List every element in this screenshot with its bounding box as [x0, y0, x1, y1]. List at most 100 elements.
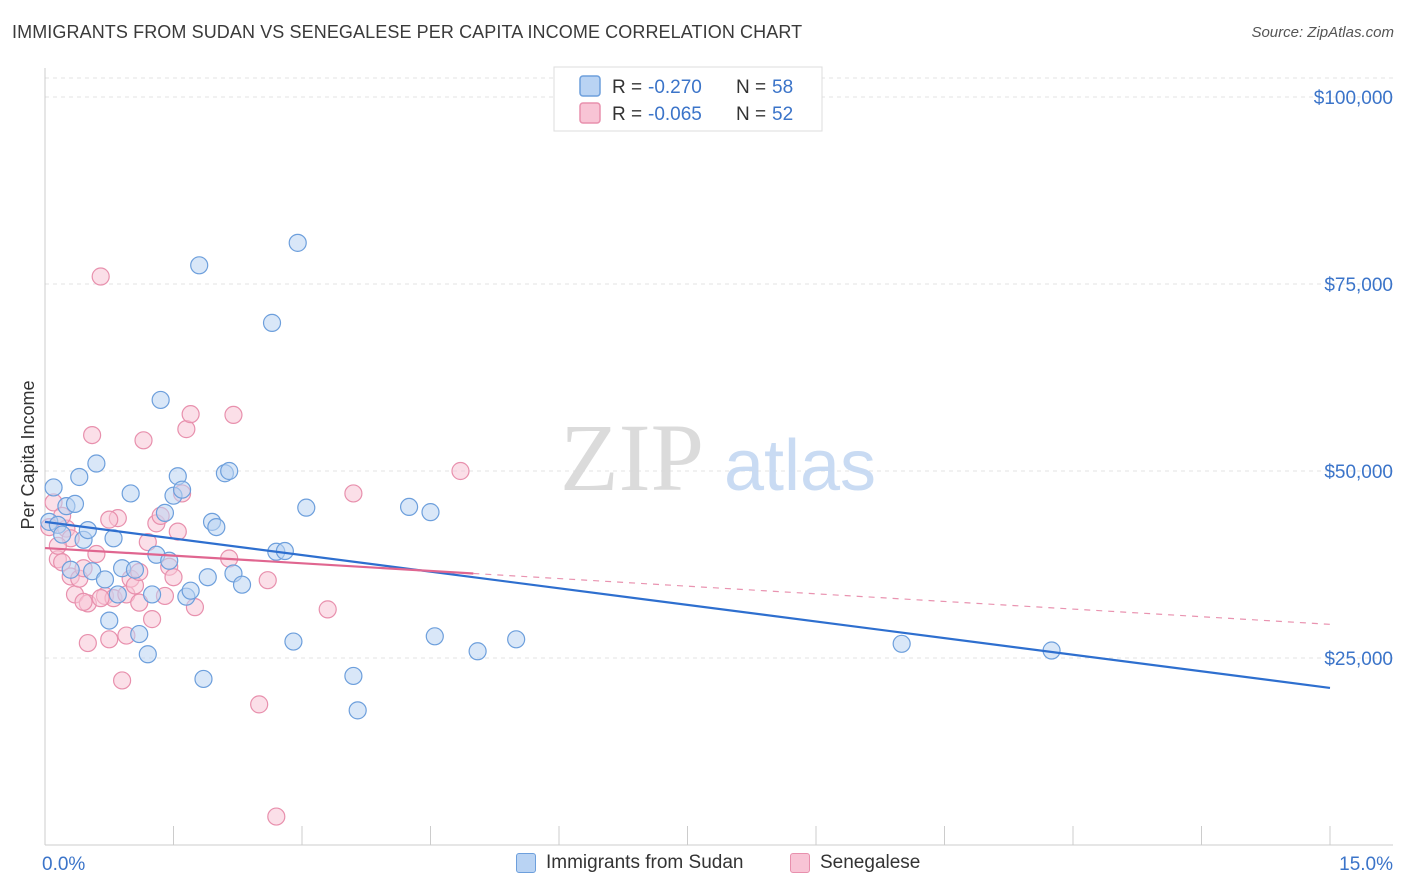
sudan-trend-line: [44, 520, 1331, 690]
trend-lines: [44, 520, 1331, 690]
senegalese-point: [451, 461, 470, 481]
sudan-point: [344, 666, 363, 686]
legend-r-value-2: -0.065: [648, 104, 702, 125]
sudan-point: [507, 630, 526, 649]
sudan-point: [61, 560, 80, 579]
sudan-point: [468, 642, 487, 661]
y-tick-label: $100,000: [1314, 88, 1393, 109]
sudan-point: [100, 611, 119, 630]
sudan-point: [108, 585, 127, 604]
x-tick-label-min: 0.0%: [42, 854, 85, 875]
senegalese-point: [177, 420, 196, 439]
legend-n-label-2: N =: [736, 104, 766, 125]
y-tick-labels: $25,000 $50,000 $75,000 $100,000: [1314, 88, 1393, 670]
sudan-point: [138, 645, 157, 664]
senegalese-point: [318, 600, 337, 619]
watermark-atlas: atlas: [724, 426, 876, 506]
legend-item-senegalese[interactable]: Senegalese: [790, 852, 920, 874]
senegalese-point: [142, 610, 162, 629]
y-axis-label: Per Capita Income: [18, 380, 38, 529]
senegalese-point: [134, 431, 153, 450]
senegalese-point: [181, 405, 200, 424]
x-tick-label-max: 15.0%: [1339, 854, 1393, 875]
senegalese-trend-extension: [473, 572, 1331, 625]
sudan-point: [232, 575, 252, 594]
sudan-point: [198, 568, 217, 587]
chart-title: IMMIGRANTS FROM SUDAN VS SENEGALESE PER …: [12, 22, 803, 42]
senegalese-point: [100, 510, 119, 529]
y-tick-label: $75,000: [1324, 275, 1393, 296]
legend-swatch-senegalese-bottom: [790, 853, 810, 873]
senegalese-point: [78, 633, 97, 653]
sudan-point: [297, 498, 316, 517]
senegalese-point: [74, 592, 93, 612]
sudan-point: [130, 624, 149, 644]
sudan-point: [95, 570, 115, 589]
senegalese-point: [250, 695, 269, 714]
sudan-point: [70, 467, 89, 487]
axes: [44, 68, 1393, 846]
sudan-point: [44, 478, 63, 497]
sudan-point: [53, 525, 72, 544]
sudan-point: [172, 480, 192, 499]
legend-swatch-sudan-bottom: [516, 853, 536, 873]
legend-r-value-1: -0.270: [648, 77, 702, 98]
senegalese-point: [112, 671, 132, 690]
sudan-point: [194, 669, 213, 689]
sudan-point: [142, 585, 162, 604]
senegalese-point: [130, 593, 149, 612]
watermark: ZIP atlas: [560, 404, 876, 511]
senegalese-point: [91, 267, 110, 286]
sudan-point: [207, 517, 226, 537]
legend-swatch-sudan: [579, 75, 601, 97]
sudan-point: [155, 503, 175, 522]
sudan-point: [348, 701, 367, 720]
watermark-zip: ZIP: [560, 404, 704, 511]
sudan-point: [262, 313, 282, 332]
legend-label-sudan: Immigrants from Sudan: [546, 852, 744, 873]
senegalese-point: [344, 484, 363, 503]
legend-swatch-senegalese: [579, 102, 601, 124]
sudan-point: [181, 581, 200, 600]
sudan-point: [65, 494, 85, 514]
sudan-point: [190, 256, 209, 275]
sudan-point: [421, 503, 440, 522]
y-tick-label: $50,000: [1324, 462, 1393, 483]
legend-n-value-1: 58: [772, 77, 793, 98]
y-tick-label: $25,000: [1324, 649, 1393, 670]
sudan-point: [121, 484, 140, 503]
sudan-point: [87, 454, 106, 473]
sudan-point: [151, 390, 170, 410]
senegalese-trend-line: [44, 546, 474, 575]
sudan-point: [399, 497, 419, 517]
gridlines: [45, 77, 1393, 659]
correlation-legend: R = -0.270 N = 58 R = -0.065 N = 52: [553, 66, 823, 132]
senegalese-point: [87, 544, 106, 564]
sudan-point: [425, 627, 444, 646]
senegalese-point: [258, 571, 277, 590]
x-tick-labels: 0.0% 15.0%: [42, 854, 1393, 875]
source-credit: Source: ZipAtlas.com: [1251, 24, 1394, 41]
sudan-point: [220, 461, 239, 481]
senegalese-point: [224, 405, 243, 424]
sudan-point: [83, 562, 102, 581]
senegalese-point: [100, 630, 119, 649]
sudan-point: [125, 560, 145, 579]
legend-item-sudan[interactable]: Immigrants from Sudan: [516, 852, 743, 874]
sudan-points: [40, 233, 1061, 720]
legend-n-label-1: N =: [736, 77, 766, 98]
sudan-point: [78, 520, 97, 540]
senegalese-point: [267, 807, 286, 826]
senegalese-point: [83, 425, 102, 445]
legend-label-senegalese: Senegalese: [820, 852, 921, 873]
series-legend: Immigrants from Sudan Senegalese: [0, 852, 1406, 876]
senegalese-point: [91, 589, 110, 608]
legend-r-label-1: R =: [612, 77, 642, 98]
senegalese-point: [164, 568, 183, 587]
legend-r-label-2: R =: [612, 104, 642, 125]
sudan-point: [892, 634, 911, 653]
senegalese-point: [138, 532, 157, 552]
sudan-point: [284, 632, 303, 651]
legend-n-value-2: 52: [772, 104, 793, 125]
